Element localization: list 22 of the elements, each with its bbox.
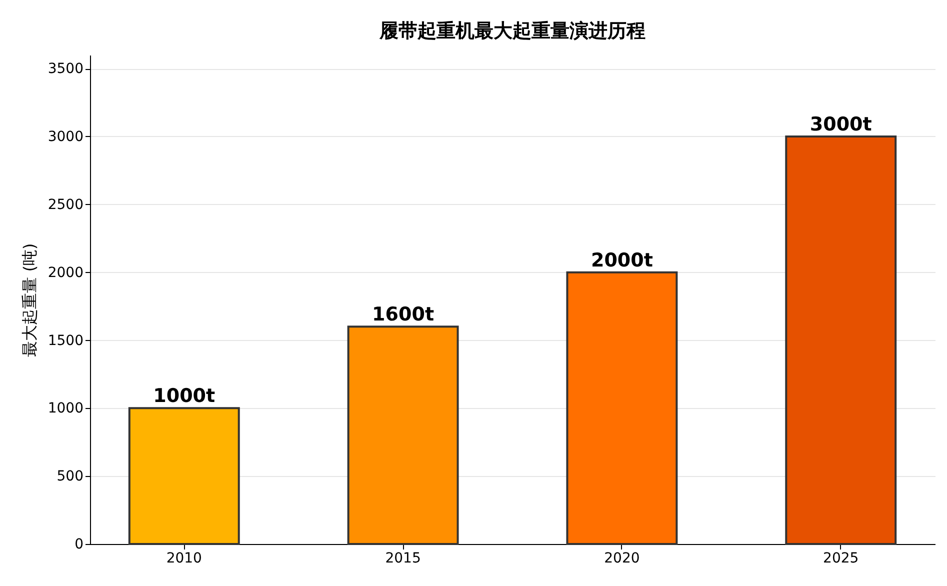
x-tick-label: 2025 — [823, 550, 859, 566]
data-label: 3000t — [810, 114, 872, 136]
y-tick-label: 2500 — [48, 196, 84, 213]
y-tick-label: 2000 — [48, 264, 84, 281]
data-label: 1600t — [372, 304, 434, 326]
y-tick-label: 1000 — [48, 400, 84, 417]
data-label: 1000t — [153, 385, 216, 408]
bar — [566, 271, 678, 545]
y-tick-label: 0 — [74, 536, 84, 552]
chart-title: 履带起重机最大起重量演进历程 — [378, 20, 646, 42]
y-tick-label: 3500 — [48, 61, 84, 78]
data-label: 2000t — [590, 249, 653, 272]
y-tick-label: 3000 — [48, 129, 84, 145]
x-tick-label: 2015 — [385, 550, 421, 566]
y-axis-title: 最大起重量 (吨) — [20, 243, 39, 357]
bar — [785, 136, 897, 545]
x-tick-label: 2020 — [604, 550, 640, 566]
bar — [128, 407, 240, 545]
y-tick-label: 1500 — [48, 332, 84, 349]
x-tick-label: 2010 — [166, 550, 202, 566]
y-tick-label: 500 — [56, 468, 84, 485]
bar — [347, 326, 459, 545]
